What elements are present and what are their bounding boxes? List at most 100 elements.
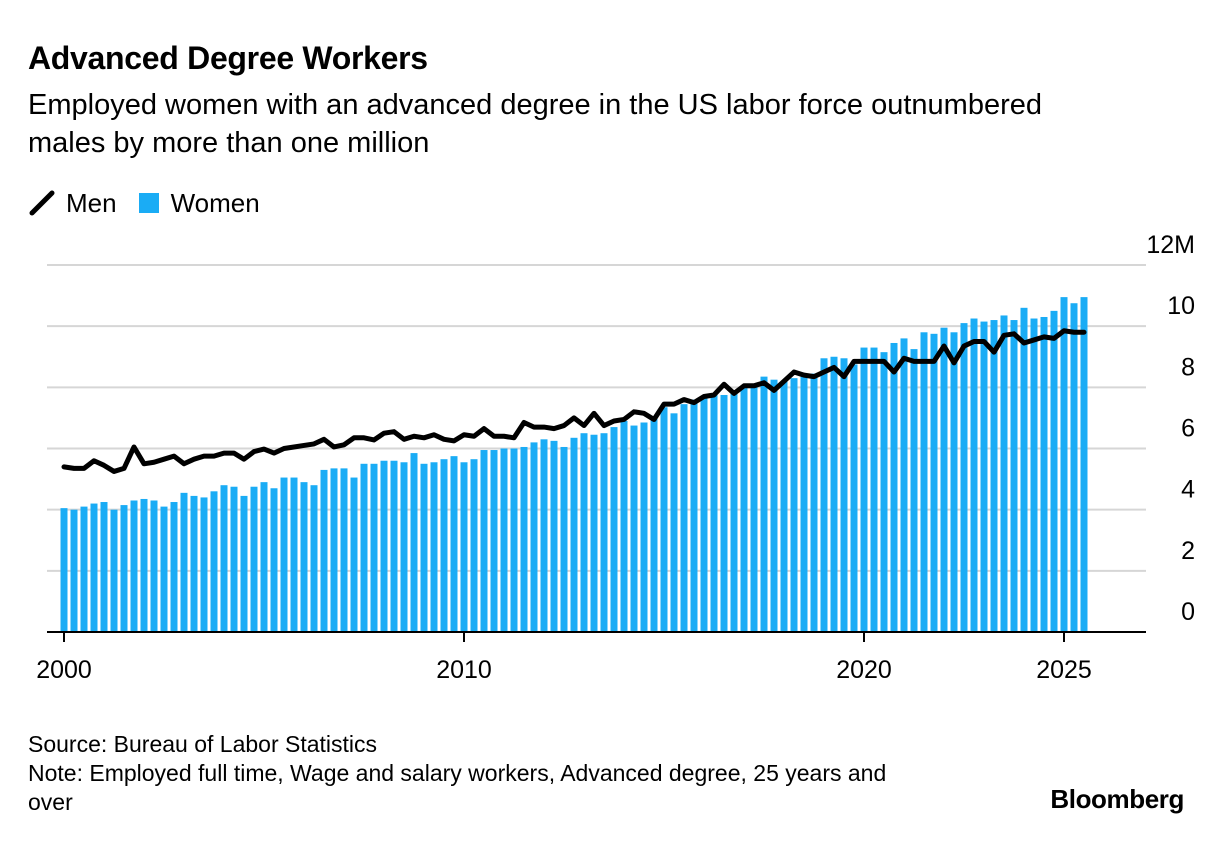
women-bar bbox=[800, 373, 808, 632]
women-bar bbox=[120, 505, 128, 632]
y-tick-label: 6 bbox=[1181, 415, 1195, 443]
women-bar bbox=[970, 318, 978, 632]
women-bar bbox=[330, 468, 338, 632]
women-bar bbox=[560, 446, 568, 632]
y-tick-label: 8 bbox=[1181, 353, 1195, 381]
footer: Source: Bureau of Labor Statistics Note:… bbox=[28, 730, 908, 817]
women-bar bbox=[470, 459, 478, 632]
women-bar bbox=[380, 460, 388, 632]
women-bar bbox=[370, 463, 378, 632]
source-text: Source: Bureau of Labor Statistics bbox=[28, 731, 378, 757]
x-tick-label: 2000 bbox=[36, 656, 92, 684]
women-bar bbox=[1050, 310, 1058, 632]
women-bar bbox=[130, 500, 138, 632]
women-bar bbox=[910, 349, 918, 632]
women-bar bbox=[960, 323, 968, 632]
women-bar bbox=[570, 437, 578, 632]
y-tick-label: 10 bbox=[1167, 292, 1195, 320]
women-bar bbox=[110, 509, 118, 632]
women-bar bbox=[410, 453, 418, 632]
women-bar bbox=[1030, 318, 1038, 632]
women-bar bbox=[760, 376, 768, 632]
women-bar bbox=[890, 342, 898, 632]
women-bar bbox=[420, 463, 428, 632]
women-bar bbox=[1010, 320, 1018, 632]
women-bar bbox=[90, 503, 98, 632]
women-bar bbox=[590, 434, 598, 632]
women-bar bbox=[580, 433, 588, 632]
women-bars bbox=[60, 297, 1088, 632]
women-bar bbox=[530, 442, 538, 632]
women-bar bbox=[350, 477, 358, 632]
legend: Men Women bbox=[28, 186, 282, 220]
women-bar bbox=[520, 446, 528, 632]
women-bar bbox=[250, 486, 258, 632]
women-bar bbox=[740, 385, 748, 632]
women-bar bbox=[600, 433, 608, 632]
women-bar bbox=[670, 413, 678, 632]
women-bar bbox=[460, 462, 468, 632]
note-text: Note: Employed full time, Wage and salar… bbox=[28, 760, 887, 815]
women-bar bbox=[700, 398, 708, 632]
women-bar bbox=[360, 463, 368, 632]
women-bar bbox=[640, 422, 648, 632]
women-bar bbox=[750, 384, 758, 632]
women-bar bbox=[540, 439, 548, 632]
women-bar bbox=[900, 338, 908, 632]
women-bar bbox=[850, 364, 858, 632]
women-bar bbox=[500, 448, 508, 632]
women-bar bbox=[200, 497, 208, 632]
women-bar bbox=[860, 347, 868, 632]
x-tick-label: 2020 bbox=[836, 656, 892, 684]
women-bar bbox=[820, 358, 828, 632]
women-bar bbox=[1080, 297, 1088, 632]
women-bar bbox=[140, 498, 148, 632]
women-bar bbox=[660, 407, 668, 632]
women-bar bbox=[950, 332, 958, 632]
women-bar bbox=[780, 381, 788, 632]
women-bar bbox=[450, 456, 458, 632]
women-bar bbox=[310, 485, 318, 632]
women-bar bbox=[230, 486, 238, 632]
women-bar bbox=[880, 352, 888, 632]
women-bar bbox=[160, 506, 168, 632]
women-bar bbox=[400, 462, 408, 632]
women-bar bbox=[620, 420, 628, 632]
women-bar bbox=[280, 477, 288, 632]
legend-item-women: Women bbox=[138, 187, 260, 219]
women-bar bbox=[300, 482, 308, 632]
women-bar bbox=[550, 440, 558, 632]
women-bar bbox=[650, 416, 658, 632]
x-tick-label: 2025 bbox=[1036, 656, 1092, 684]
women-bar bbox=[930, 333, 938, 632]
women-bar bbox=[810, 373, 818, 632]
chart-title: Advanced Degree Workers bbox=[28, 40, 428, 76]
women-bar bbox=[870, 347, 878, 632]
women-bar bbox=[170, 502, 178, 632]
women-bar bbox=[240, 495, 248, 632]
women-bar bbox=[210, 491, 218, 632]
women-bar bbox=[480, 450, 488, 632]
women-bar bbox=[70, 509, 78, 632]
women-bar bbox=[980, 321, 988, 632]
women-bar bbox=[260, 482, 268, 632]
women-bar bbox=[340, 468, 348, 632]
women-bar bbox=[610, 427, 618, 632]
women-bar bbox=[270, 488, 278, 632]
y-tick-label: 4 bbox=[1181, 476, 1195, 504]
bloomberg-logo: Bloomberg bbox=[1050, 784, 1184, 814]
women-bar bbox=[730, 390, 738, 632]
axes: 0 2 4 6 8 10 12M 2000 2010 2020 2025 bbox=[36, 231, 1195, 684]
women-bar bbox=[720, 394, 728, 632]
y-tick-label: 0 bbox=[1181, 598, 1195, 626]
men-line bbox=[61, 328, 1087, 474]
women-bar bbox=[440, 459, 448, 632]
women-bar bbox=[290, 477, 298, 632]
legend-label-women: Women bbox=[170, 187, 260, 218]
women-bar bbox=[510, 448, 518, 632]
women-bar bbox=[390, 460, 398, 632]
women-bar bbox=[790, 378, 798, 632]
y-tick-label: 12M bbox=[1146, 231, 1195, 259]
legend-label-men: Men bbox=[66, 187, 117, 218]
